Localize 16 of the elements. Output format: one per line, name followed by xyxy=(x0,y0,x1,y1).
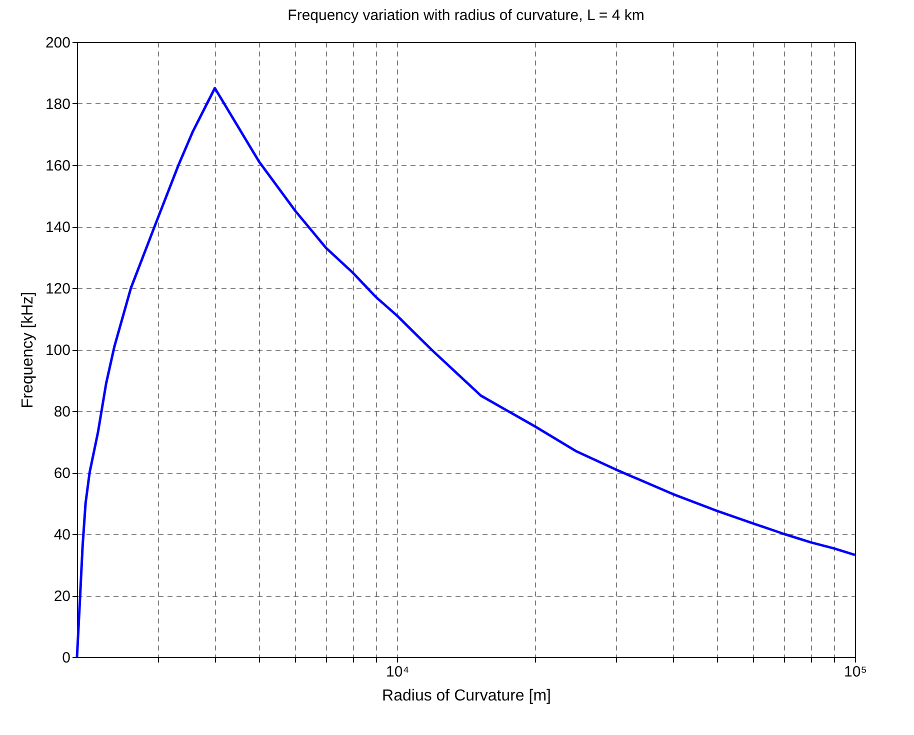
y-tick-label: 20 xyxy=(54,588,70,605)
x-tick-label: 10⁵ xyxy=(844,664,867,680)
y-tick-label: 100 xyxy=(45,342,70,359)
y-axis-title: Frequency [kHz] xyxy=(19,292,36,408)
x-tick-label: 10⁴ xyxy=(386,664,410,680)
y-tick-label: 80 xyxy=(54,404,70,420)
y-tick-label: 40 xyxy=(54,526,70,544)
y-tick-label: 140 xyxy=(45,219,70,236)
chart-title: Frequency variation with radius of curvature, L = 4 km xyxy=(288,7,644,24)
y-tick-label: 60 xyxy=(54,465,70,482)
y-tick-label: 160 xyxy=(45,158,70,174)
y-tick-label: 200 xyxy=(45,34,70,52)
y-tick-label: 180 xyxy=(45,96,70,113)
y-tick-label: 120 xyxy=(45,280,70,298)
x-axis-title: Radius of Curvature [m] xyxy=(382,688,551,704)
y-tick-label: 0 xyxy=(62,650,70,666)
